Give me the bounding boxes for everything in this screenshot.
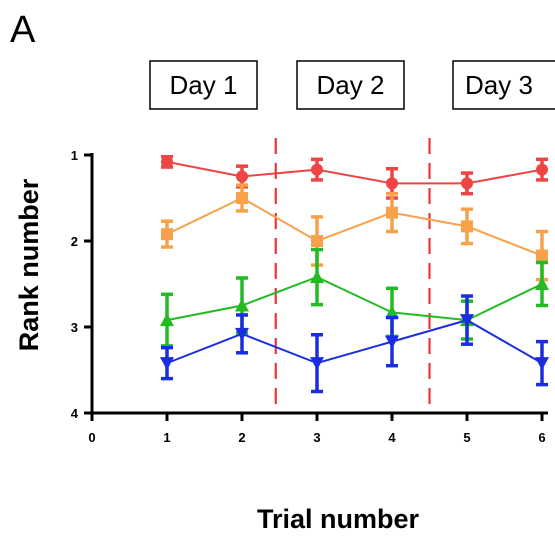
x-tick-label-6: 6 (538, 430, 545, 445)
data-point (460, 314, 474, 328)
data-point (160, 313, 174, 327)
data-point (161, 155, 173, 168)
day-box-3: Day 3 (452, 60, 555, 110)
data-point (311, 163, 323, 176)
series-group (160, 154, 549, 394)
series-line-4 (166, 319, 543, 365)
data-point (236, 170, 248, 183)
x-tick-label-1: 1 (163, 430, 170, 445)
data-point (461, 220, 473, 233)
y-tick-label-3: 3 (71, 320, 78, 335)
data-point (536, 249, 548, 262)
day-label-1: Day 1 (170, 70, 238, 100)
data-point (310, 357, 324, 371)
day-box-1: Day 1 (149, 60, 258, 110)
data-point (161, 228, 173, 241)
x-tick-label-0: 0 (88, 430, 95, 445)
series-1 (161, 154, 548, 200)
data-point (536, 163, 548, 176)
x-tick-label-5: 5 (463, 430, 470, 445)
panel-label: A (10, 9, 36, 51)
data-point (385, 305, 399, 319)
series-line-2 (166, 196, 543, 257)
data-point (386, 206, 398, 219)
day-label-3: Day 3 (465, 70, 533, 100)
y-tick-label-1: 1 (71, 148, 78, 163)
x-tick-label-2: 2 (238, 430, 245, 445)
data-point (461, 177, 473, 190)
series-4 (160, 294, 549, 394)
data-point (310, 270, 324, 284)
series-line-1 (166, 160, 543, 185)
data-point (236, 192, 248, 204)
day-label-2: Day 2 (317, 70, 385, 100)
y-tick-label-2: 2 (71, 234, 78, 249)
data-point (235, 327, 249, 341)
series-2 (161, 183, 548, 282)
data-point (160, 357, 174, 371)
y-tick-label-4: 4 (71, 406, 79, 421)
data-point (385, 335, 399, 349)
data-point (235, 298, 249, 312)
day-box-2: Day 2 (296, 60, 405, 110)
x-axis-label: Trial number (257, 504, 420, 534)
day-dividers (274, 138, 431, 413)
x-tick-label-4: 4 (388, 430, 396, 445)
data-point (535, 277, 549, 290)
y-axis-label: Rank number (14, 178, 44, 351)
series-line-3 (166, 276, 543, 322)
data-point (535, 357, 549, 371)
series-3 (160, 247, 549, 348)
data-point (386, 177, 398, 190)
data-point (311, 235, 323, 247)
x-tick-label-3: 3 (313, 430, 320, 445)
